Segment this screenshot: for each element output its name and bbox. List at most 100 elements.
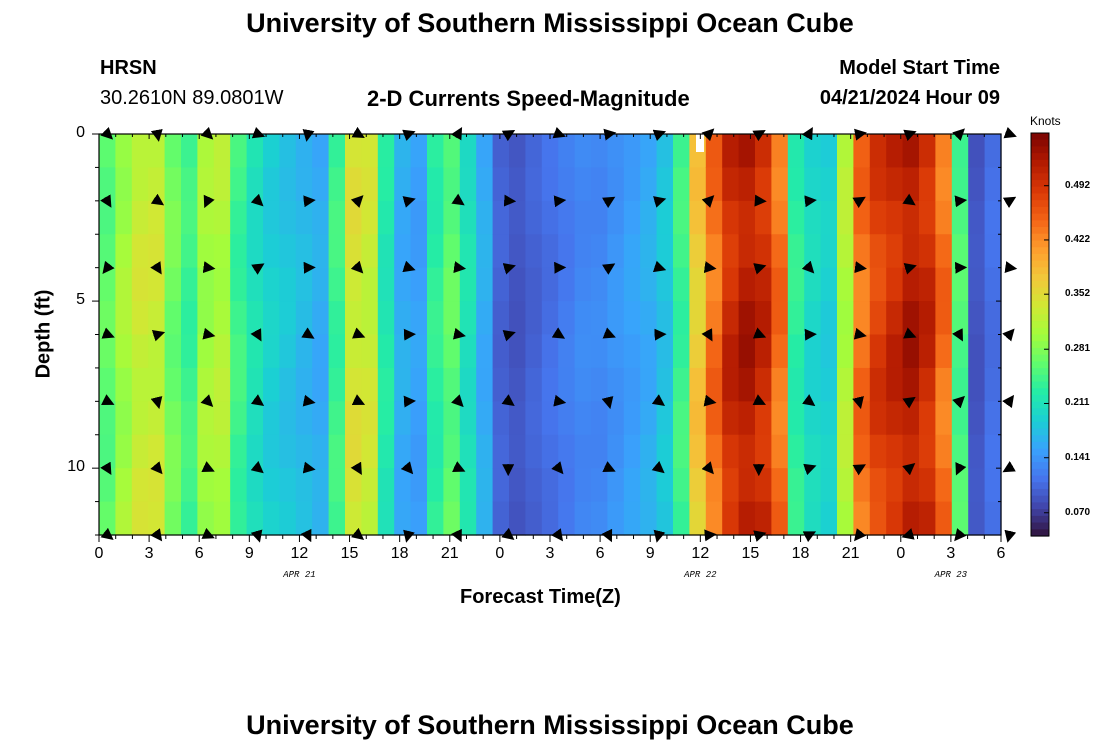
heatmap-cell (558, 501, 576, 536)
heatmap-cell (164, 200, 182, 235)
heatmap-cell (213, 367, 231, 402)
current-arrow (350, 461, 362, 476)
heatmap-cell (902, 200, 920, 235)
current-arrow (701, 461, 714, 475)
heatmap-cell (541, 200, 559, 235)
colorbar-swatch (1031, 200, 1049, 208)
heatmap-cell (345, 134, 362, 169)
heatmap-cell (623, 501, 641, 536)
current-arrow (701, 328, 713, 342)
heatmap-cell (574, 434, 592, 469)
heatmap-cell (722, 401, 740, 436)
heatmap-cell (263, 267, 280, 302)
heatmap-cell (689, 367, 707, 402)
heatmap-cell (131, 134, 149, 169)
heatmap-cell (689, 434, 707, 469)
heatmap-cell (869, 468, 887, 503)
heatmap-cell (525, 200, 543, 235)
heatmap-cell (427, 434, 444, 469)
heatmap-cell (279, 501, 297, 536)
heatmap-cell (853, 401, 871, 436)
heatmap-cell (525, 134, 543, 169)
colorbar (1030, 132, 1050, 537)
heatmap-cell (377, 501, 395, 536)
heatmap-cell (640, 134, 658, 169)
heatmap-cell (574, 334, 592, 369)
heatmap-cell (919, 234, 936, 269)
heatmap-cell (558, 234, 576, 269)
heatmap-cell (902, 401, 920, 436)
heatmap-cell (935, 334, 953, 369)
heatmap-cell (804, 401, 822, 436)
colorbar-swatch (1031, 401, 1049, 409)
x-tick-label: 15 (741, 545, 760, 562)
chart-title: University of Southern Mississippi Ocean… (246, 8, 854, 38)
current-arrow (350, 195, 364, 208)
heatmap-cell (558, 267, 576, 302)
current-arrow (852, 196, 866, 209)
heatmap-cell (853, 167, 871, 202)
heatmap-cell (181, 267, 198, 302)
heatmap-cell (164, 367, 182, 402)
current-arrow (150, 261, 162, 275)
date-label: APR 22 (684, 570, 717, 580)
heatmap-cell (476, 267, 494, 302)
heatmap-cell (476, 200, 494, 235)
heatmap-cell (558, 401, 576, 436)
heatmap-cell (755, 367, 772, 402)
heatmap-cell (984, 267, 1002, 302)
current-arrow (752, 394, 766, 405)
heatmap-cell (459, 200, 477, 235)
current-arrow (802, 394, 816, 407)
heatmap-cell (443, 200, 461, 235)
heatmap-cell (115, 200, 133, 235)
colorbar-swatch (1031, 186, 1049, 195)
heatmap-cell (820, 301, 838, 336)
heatmap-cell (705, 167, 723, 202)
heatmap-cell (607, 134, 625, 169)
heatmap-cell (574, 468, 592, 503)
heatmap-cell (607, 434, 625, 469)
heatmap-cell (722, 434, 740, 469)
colorbar-swatch (1031, 327, 1049, 336)
heatmap-cell (328, 167, 346, 202)
heatmap-cell (427, 167, 444, 202)
heatmap-cell (476, 434, 494, 469)
heatmap-cell (771, 468, 789, 503)
heatmap-cell (312, 468, 330, 503)
current-arrow (1002, 196, 1017, 209)
heatmap-cell (804, 234, 822, 269)
heatmap-cell (525, 267, 543, 302)
heatmap-cell (902, 234, 920, 269)
heatmap-cell (509, 434, 526, 469)
heatmap-cell (213, 234, 231, 269)
heatmap-cell (886, 134, 904, 169)
heatmap-cell (689, 267, 707, 302)
heatmap-cell (722, 367, 740, 402)
heatmap-cell (476, 234, 494, 269)
colorbar-swatch (1031, 374, 1049, 383)
heatmap-cell (689, 468, 707, 503)
heatmap-cell (492, 234, 510, 269)
heatmap-cell (427, 267, 444, 302)
heatmap-cell (968, 401, 986, 436)
heatmap-cell (361, 167, 379, 202)
heatmap-cell (459, 367, 477, 402)
heatmap-cell (951, 267, 969, 302)
heatmap-cell (574, 167, 592, 202)
heatmap-cell (345, 501, 362, 536)
heatmap-cell (787, 200, 805, 235)
heatmap-cell (230, 401, 248, 436)
heatmap-cell (197, 434, 215, 469)
heatmap-cell (99, 234, 116, 269)
heatmap-cell (640, 267, 658, 302)
heatmap-cell (131, 434, 149, 469)
heatmap-cell (328, 501, 346, 536)
heatmap-cell (443, 267, 461, 302)
heatmap-cell (820, 167, 838, 202)
heatmap-cell (263, 167, 280, 202)
heatmap-cell (164, 167, 182, 202)
heatmap-cell (951, 234, 969, 269)
current-arrow (651, 394, 666, 407)
x-tick-label: 6 (595, 545, 605, 562)
